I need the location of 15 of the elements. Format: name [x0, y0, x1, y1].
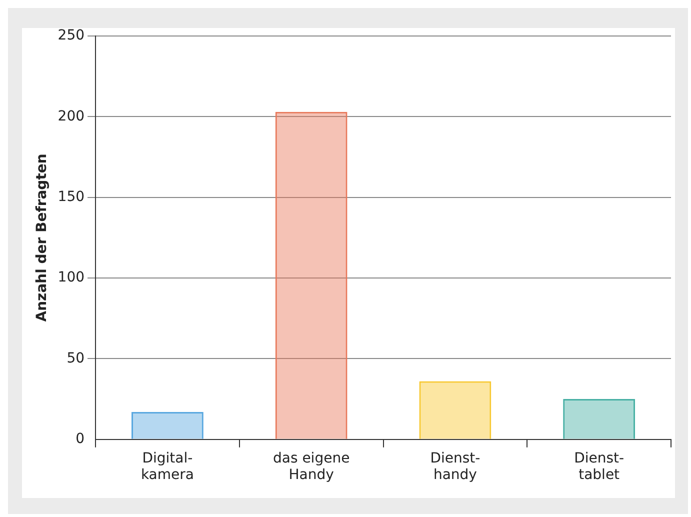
y-tick-label: 250 [58, 28, 85, 44]
x-tick-label: Dienst- handy [430, 450, 480, 484]
x-tick-label: das eigene Handy [272, 450, 350, 484]
bar [419, 381, 492, 439]
y-tick-label: 200 [58, 108, 85, 124]
y-tick-label: 0 [76, 431, 85, 448]
y-tick-label: 150 [58, 189, 85, 205]
y-axis-title: Anzahl der Befragten [34, 154, 50, 322]
bar [563, 399, 636, 439]
bar [275, 112, 348, 439]
y-tick-label: 50 [66, 350, 85, 366]
y-tick-label: 100 [58, 270, 85, 286]
bar [131, 412, 204, 439]
x-tick-label: Digital- kamera [140, 450, 194, 484]
x-tick-label: Dienst- tablet [574, 450, 624, 484]
